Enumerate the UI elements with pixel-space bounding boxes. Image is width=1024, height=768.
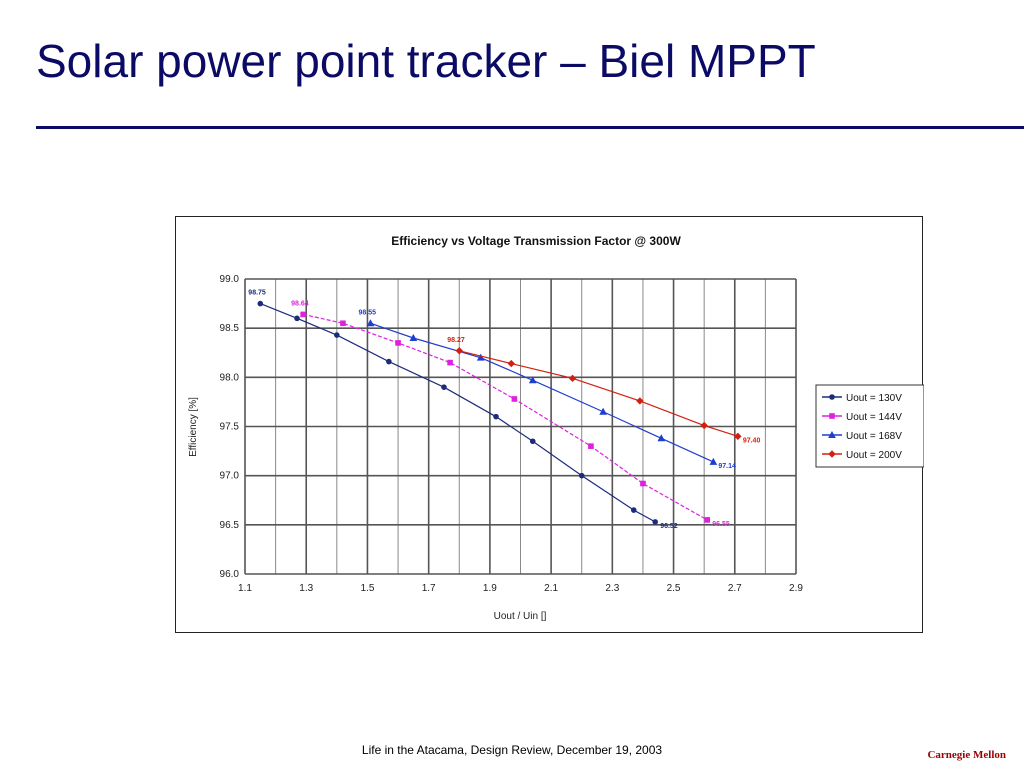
y-tick-label: 96.5 bbox=[220, 520, 240, 531]
x-tick-label: 1.3 bbox=[299, 583, 313, 594]
y-tick-label: 97.0 bbox=[220, 471, 240, 482]
data-point bbox=[709, 457, 718, 465]
data-point bbox=[511, 396, 518, 402]
x-tick-label: 2.7 bbox=[728, 583, 742, 594]
legend-entry: Uout = 168V bbox=[846, 431, 902, 442]
footer-text: Life in the Atacama, Design Review, Dece… bbox=[361, 743, 663, 757]
efficiency-chart: 96.0 96.5 97.0 97.5 98.0 98.5 99.0 1.1 1.3 1.5 1.7… bbox=[188, 234, 924, 622]
data-point bbox=[340, 320, 346, 327]
data-label: 98.55 bbox=[359, 309, 377, 316]
data-point bbox=[507, 359, 516, 368]
series-1: 98.75 96.52 bbox=[248, 290, 678, 530]
data-point bbox=[529, 438, 536, 445]
grid-layer bbox=[244, 278, 797, 575]
x-axis-label: Uout / Uin [] bbox=[494, 611, 547, 622]
data-point bbox=[366, 319, 375, 327]
data-point bbox=[476, 353, 485, 361]
data-label: 98.64 bbox=[291, 300, 309, 307]
y-tick-label: 97.5 bbox=[220, 422, 240, 433]
data-point bbox=[493, 413, 499, 420]
data-label: 97.40 bbox=[743, 437, 761, 444]
y-tick-label: 96.0 bbox=[220, 569, 240, 580]
data-point bbox=[528, 376, 537, 384]
slide-title: Solar power point tracker – Biel MPPT bbox=[36, 35, 816, 87]
legend-entry: Uout = 144V bbox=[846, 412, 902, 423]
data-point bbox=[829, 394, 835, 400]
data-point bbox=[294, 315, 300, 322]
legend-entry: Uout = 130V bbox=[846, 393, 902, 404]
data-point bbox=[657, 434, 666, 442]
data-point bbox=[640, 480, 646, 487]
x-tick-label: 2.9 bbox=[789, 583, 803, 594]
data-point bbox=[704, 517, 711, 523]
data-point bbox=[300, 311, 306, 318]
x-tick-label: 2.3 bbox=[605, 583, 619, 594]
data-point bbox=[829, 413, 835, 419]
chart-legend: Uout = 130V Uout = 144V Uout = 168V Uout = … bbox=[815, 384, 924, 468]
x-tick-label: 1.5 bbox=[360, 583, 374, 594]
series-line bbox=[260, 303, 656, 523]
y-tick-label: 98.0 bbox=[220, 372, 240, 383]
data-label: 98.27 bbox=[447, 337, 465, 344]
data-point bbox=[257, 300, 264, 307]
data-label: 98.75 bbox=[248, 290, 266, 297]
data-point bbox=[828, 450, 836, 458]
x-tick-label: 1.9 bbox=[483, 583, 497, 594]
data-point bbox=[334, 332, 340, 338]
data-label: 96.55 bbox=[712, 521, 730, 528]
data-label: 96.52 bbox=[660, 523, 678, 530]
data-point bbox=[599, 407, 607, 415]
x-tick-label: 1.1 bbox=[238, 583, 252, 594]
data-point bbox=[395, 340, 401, 346]
series-layer: 98.75 96.52 98.64 96.55 98.55 97.14 98.27 97.40 bbox=[248, 290, 760, 530]
data-point bbox=[700, 421, 708, 430]
chart-title: Efficiency vs Voltage Transmission Facto… bbox=[391, 234, 681, 248]
data-point bbox=[409, 333, 418, 341]
series-line bbox=[459, 350, 739, 437]
data-point bbox=[578, 472, 585, 479]
data-point bbox=[447, 359, 453, 366]
legend-entry: Uout = 200V bbox=[846, 450, 902, 461]
data-point bbox=[652, 519, 658, 525]
x-tick-label: 2.5 bbox=[667, 583, 681, 594]
brand-label: Carnegie Mellon bbox=[927, 749, 1006, 761]
x-tick-label: 2.1 bbox=[544, 583, 558, 594]
data-label: 97.14 bbox=[718, 463, 736, 470]
y-tick-label: 99.0 bbox=[220, 274, 240, 285]
data-point bbox=[588, 443, 594, 449]
data-point bbox=[636, 397, 644, 405]
title-divider bbox=[36, 126, 1024, 129]
x-tick-label: 1.7 bbox=[422, 583, 436, 594]
data-point bbox=[828, 430, 836, 438]
series-line bbox=[303, 313, 708, 521]
series-3: 98.55 97.14 bbox=[359, 309, 736, 470]
axis-layer: 96.0 96.5 97.0 97.5 98.0 98.5 99.0 1.1 1.3 1.5 1.7… bbox=[220, 274, 804, 594]
series-4: 98.27 97.40 bbox=[447, 337, 760, 445]
y-tick-label: 98.5 bbox=[220, 323, 240, 334]
data-point bbox=[568, 374, 577, 383]
data-point bbox=[630, 507, 637, 513]
data-point bbox=[455, 347, 463, 355]
chart-frame: 96.0 96.5 97.0 97.5 98.0 98.5 99.0 1.1 1.3 1.5 1.7… bbox=[175, 216, 924, 633]
data-point bbox=[734, 432, 742, 441]
data-point bbox=[441, 384, 447, 390]
y-axis-label: Efficiency [%] bbox=[188, 397, 199, 457]
data-point bbox=[386, 358, 392, 365]
series-2: 98.64 96.55 bbox=[291, 300, 730, 528]
